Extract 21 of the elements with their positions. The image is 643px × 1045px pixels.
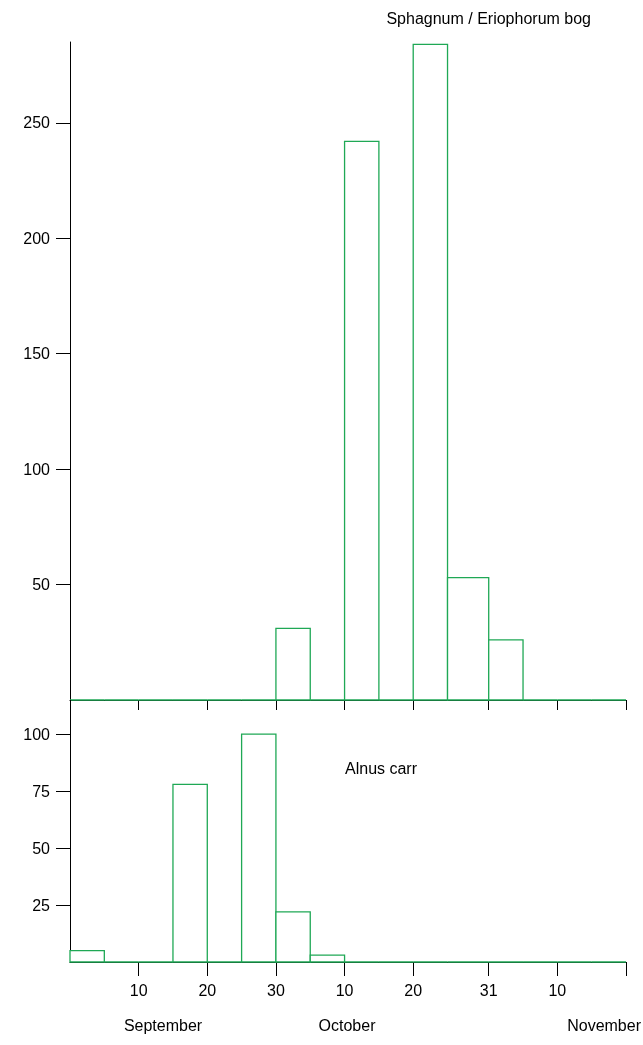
- chart-title: Sphagnum / Eriophorum bog: [386, 9, 592, 27]
- y-tick-label: 25: [32, 896, 51, 914]
- x-tick-label: 31: [479, 981, 498, 999]
- y-tick-label: 50: [32, 839, 51, 857]
- y-tick-label: 250: [23, 114, 51, 132]
- x-tick-label: 10: [335, 981, 354, 999]
- y-tick-label: 200: [23, 229, 51, 247]
- x-tick-label: 20: [198, 981, 217, 999]
- x-tick-label: 20: [404, 981, 423, 999]
- text: November: [567, 1016, 642, 1034]
- y-tick-label: 50: [32, 576, 51, 594]
- x-tick-label: 10: [129, 981, 148, 999]
- y-tick-label: 100: [23, 460, 51, 478]
- y-tick-label: 150: [23, 345, 51, 363]
- y-tick-label: 100: [23, 725, 51, 743]
- x-tick-label: 10: [548, 981, 567, 999]
- text: October: [318, 1016, 377, 1034]
- text: Alnus carr: [345, 759, 418, 777]
- text: September: [123, 1016, 203, 1034]
- x-tick-label: 30: [267, 981, 285, 999]
- y-tick-label: 75: [32, 782, 51, 800]
